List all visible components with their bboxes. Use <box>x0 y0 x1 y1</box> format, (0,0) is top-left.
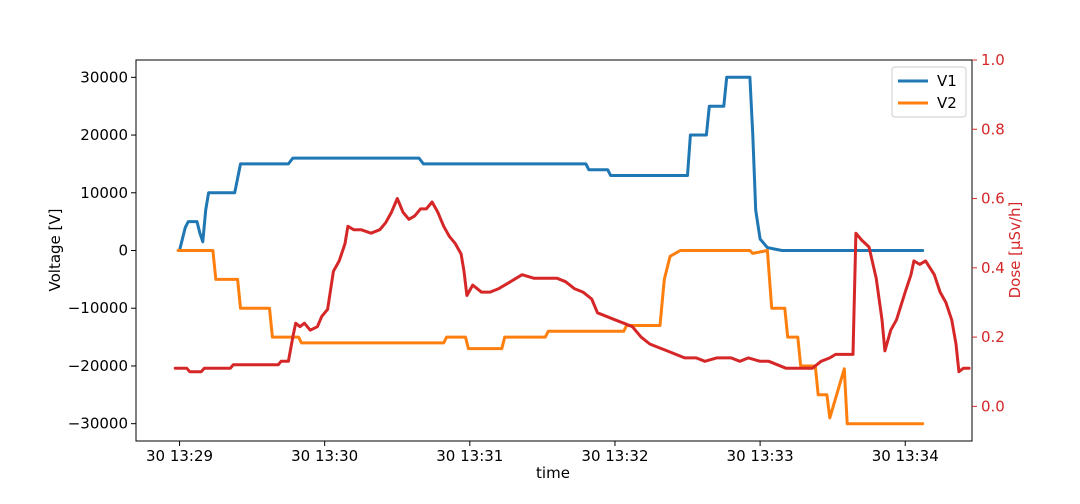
y-left-tick-label: 10000 <box>80 184 128 202</box>
y-right-tick-label: 1.0 <box>981 51 1005 69</box>
legend-label-v2: V2 <box>937 94 957 112</box>
x-tick-label: 30 13:30 <box>291 447 358 465</box>
axes: 30 13:29 30 13:30 30 13:31 30 13:32 30 13:33… <box>68 51 1005 465</box>
y-axis-left-label: Voltage [V] <box>46 209 64 292</box>
y-left-tick-label: 20000 <box>80 126 128 144</box>
x-tick-label: 30 13:32 <box>581 447 648 465</box>
y-right-tick-label: 0.6 <box>981 190 1005 208</box>
plot-area <box>173 75 971 426</box>
x-axis-label: time <box>536 464 570 482</box>
legend: V1 V2 <box>891 66 967 118</box>
x-tick-label: 30 13:33 <box>727 447 794 465</box>
series-line-v1 <box>178 75 925 252</box>
x-tick-label: 30 13:31 <box>436 447 503 465</box>
y-right-tick-label: 0.8 <box>981 120 1005 138</box>
x-tick-label: 30 13:29 <box>146 447 213 465</box>
y-left-tick-label: 30000 <box>80 68 128 86</box>
y-axis-right-label: Dose [μSv/h] <box>1006 202 1024 299</box>
y-left-tick-label: −10000 <box>68 299 128 317</box>
y-left-tick-label: −30000 <box>68 415 128 433</box>
series-line-dose <box>173 197 971 374</box>
y-right-tick-label: 0.4 <box>981 259 1005 277</box>
y-left-tick-label: 0 <box>118 242 128 260</box>
y-right-tick-label: 0.0 <box>981 397 1005 415</box>
y-left-tick-label: −20000 <box>68 357 128 375</box>
series-line-v2 <box>176 249 925 426</box>
y-right-tick-label: 0.2 <box>981 328 1005 346</box>
x-tick-label: 30 13:34 <box>872 447 939 465</box>
legend-label-v1: V1 <box>937 72 957 90</box>
